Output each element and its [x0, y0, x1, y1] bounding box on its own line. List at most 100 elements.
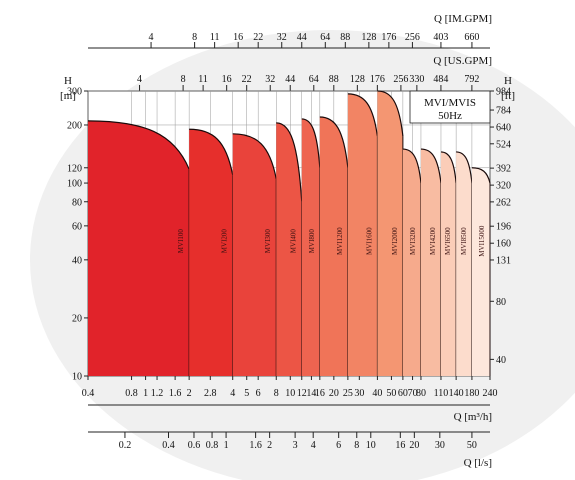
y-ft-tick-label: 392 [496, 164, 511, 175]
imgpm-tick-label: 128 [361, 32, 376, 43]
usgpm-tick-label: 4 [137, 74, 142, 85]
m3h-tick-label: 1.6 [169, 388, 182, 399]
series-area [189, 129, 233, 376]
imgpm-axis-title: Q [IM.GPM] [434, 13, 492, 25]
m3h-tick-label: 140 [449, 388, 464, 399]
y-ft-tick-label: 524 [496, 139, 511, 150]
series-curve [402, 148, 422, 184]
series-label: MVI15000 [478, 225, 486, 257]
ls-tick-label: 6 [336, 440, 341, 451]
m3h-tick-label: 110 [434, 388, 449, 399]
m3h-tick-label: 40 [372, 388, 382, 399]
m3h-tick-label: 5 [244, 388, 249, 399]
series-layer [87, 90, 491, 376]
imgpm-tick-label: 176 [381, 32, 396, 43]
ls-axis-title: Q [l/s] [464, 457, 492, 469]
imgpm-tick-label: 32 [277, 32, 287, 43]
series-label: MVI4200 [429, 227, 437, 255]
m3h-tick-label: 2 [187, 388, 192, 399]
series-area [319, 116, 348, 376]
usgpm-tick-label: 330 [409, 74, 424, 85]
usgpm-tick-label: 11 [198, 74, 208, 85]
usgpm-tick-label: 88 [329, 74, 339, 85]
imgpm-tick-label: 64 [320, 32, 330, 43]
y-ft-tick-label: 196 [496, 222, 511, 233]
usgpm-tick-label: 176 [370, 74, 385, 85]
m3h-tick-label: 12 [297, 388, 307, 399]
m3h-tick-label: 16 [315, 388, 325, 399]
y-ft-tick-label: 640 [496, 123, 511, 134]
usgpm-tick-label: 256 [393, 74, 408, 85]
imgpm-tick-label: 22 [253, 32, 263, 43]
y-ft-tick-label: 80 [496, 297, 506, 308]
imgpm-tick-label: 8 [192, 32, 197, 43]
m3h-tick-label: 180 [464, 388, 479, 399]
imgpm-tick-label: 660 [464, 32, 479, 43]
legend-subtitle: 50Hz [438, 110, 462, 122]
series-curve [232, 133, 277, 180]
imgpm-ticks: 4 8 11 16 22 32 44 64 88 128 176 256 403 660 [149, 32, 479, 48]
usgpm-tick-label: 128 [350, 74, 365, 85]
y-left-unit: [m] [60, 90, 76, 102]
series-area [347, 93, 378, 376]
ls-tick-label: 1 [224, 440, 229, 451]
series-curve [347, 93, 378, 137]
series-curve [440, 151, 457, 184]
ls-tick-label: 0.4 [162, 440, 175, 451]
m3h-tick-label: 6 [256, 388, 261, 399]
legend-box [409, 90, 491, 124]
imgpm-tick-label: 88 [340, 32, 350, 43]
usgpm-tick-label: 8 [181, 74, 186, 85]
series-area [420, 149, 441, 376]
m3h-tick-label: 0.4 [82, 388, 95, 399]
ls-tick-label: 0.8 [206, 440, 219, 451]
ls-tick-label: 30 [435, 440, 445, 451]
y-ft-tick-label: 131 [496, 255, 511, 266]
usgpm-axis-title: Q [US.GPM] [433, 55, 492, 67]
y-left-title: H [64, 75, 72, 87]
series-curve [319, 116, 349, 168]
legend: MVI/MVIS 50Hz [409, 90, 491, 124]
ls-tick-label: 0.2 [119, 440, 132, 451]
axis-imgpm: 4 8 11 16 22 32 44 64 88 128 176 256 403 660 Q [IM.GP… [88, 13, 492, 49]
series-curve [301, 118, 321, 168]
usgpm-tick-label: 16 [222, 74, 232, 85]
m3h-tick-label: 240 [483, 388, 498, 399]
plot-area: MVI100 MVI200 MVI300 MVI400 MVI800 MVI1200 MVI… [87, 90, 491, 377]
series-label: MVI2000 [391, 227, 399, 255]
m3h-tick-label: 1.2 [151, 388, 164, 399]
y-ft-tick-label: 784 [496, 106, 511, 117]
series-curve [189, 128, 234, 176]
series-area [276, 122, 302, 376]
ls-tick-label: 10 [366, 440, 376, 451]
m3h-tick-label: 25 [343, 388, 353, 399]
series-area [88, 120, 190, 376]
series-label: MVI3200 [409, 227, 417, 255]
series-curve [471, 167, 491, 184]
ls-tick-label: 0.6 [188, 440, 201, 451]
ls-tick-label: 50 [467, 440, 477, 451]
m3h-tick-label: 80 [416, 388, 426, 399]
series-area [301, 118, 320, 376]
y-m-tick-label: 20 [72, 313, 82, 324]
series-label: MVI1200 [336, 227, 344, 255]
usgpm-tick-label: 792 [464, 74, 479, 85]
imgpm-tick-label: 403 [433, 32, 448, 43]
ls-tick-label: 3 [293, 440, 298, 451]
series-curve [276, 122, 303, 202]
imgpm-tick-label: 44 [297, 32, 307, 43]
ls-tick-label: 20 [409, 440, 419, 451]
y-m-tick-label: 120 [67, 163, 82, 174]
y-ft-ticks: 40 80 131 160 196 262 320 392 524 640 784 984 [490, 87, 511, 366]
series-label: MVI100 [177, 229, 185, 254]
y-m-tick-label: 60 [72, 221, 82, 232]
m3h-tick-label: 50 [386, 388, 396, 399]
m3h-tick-label: 4 [230, 388, 235, 399]
series-label: MVI6500 [444, 227, 452, 255]
y-m-tick-label: 100 [67, 179, 82, 190]
model-labels: MVI100 MVI200 MVI300 MVI400 MVI800 MVI1200 MVI… [177, 225, 486, 257]
series-label: MVI8500 [460, 227, 468, 255]
y-right-unit: [ft] [501, 90, 515, 102]
imgpm-tick-label: 11 [210, 32, 220, 43]
